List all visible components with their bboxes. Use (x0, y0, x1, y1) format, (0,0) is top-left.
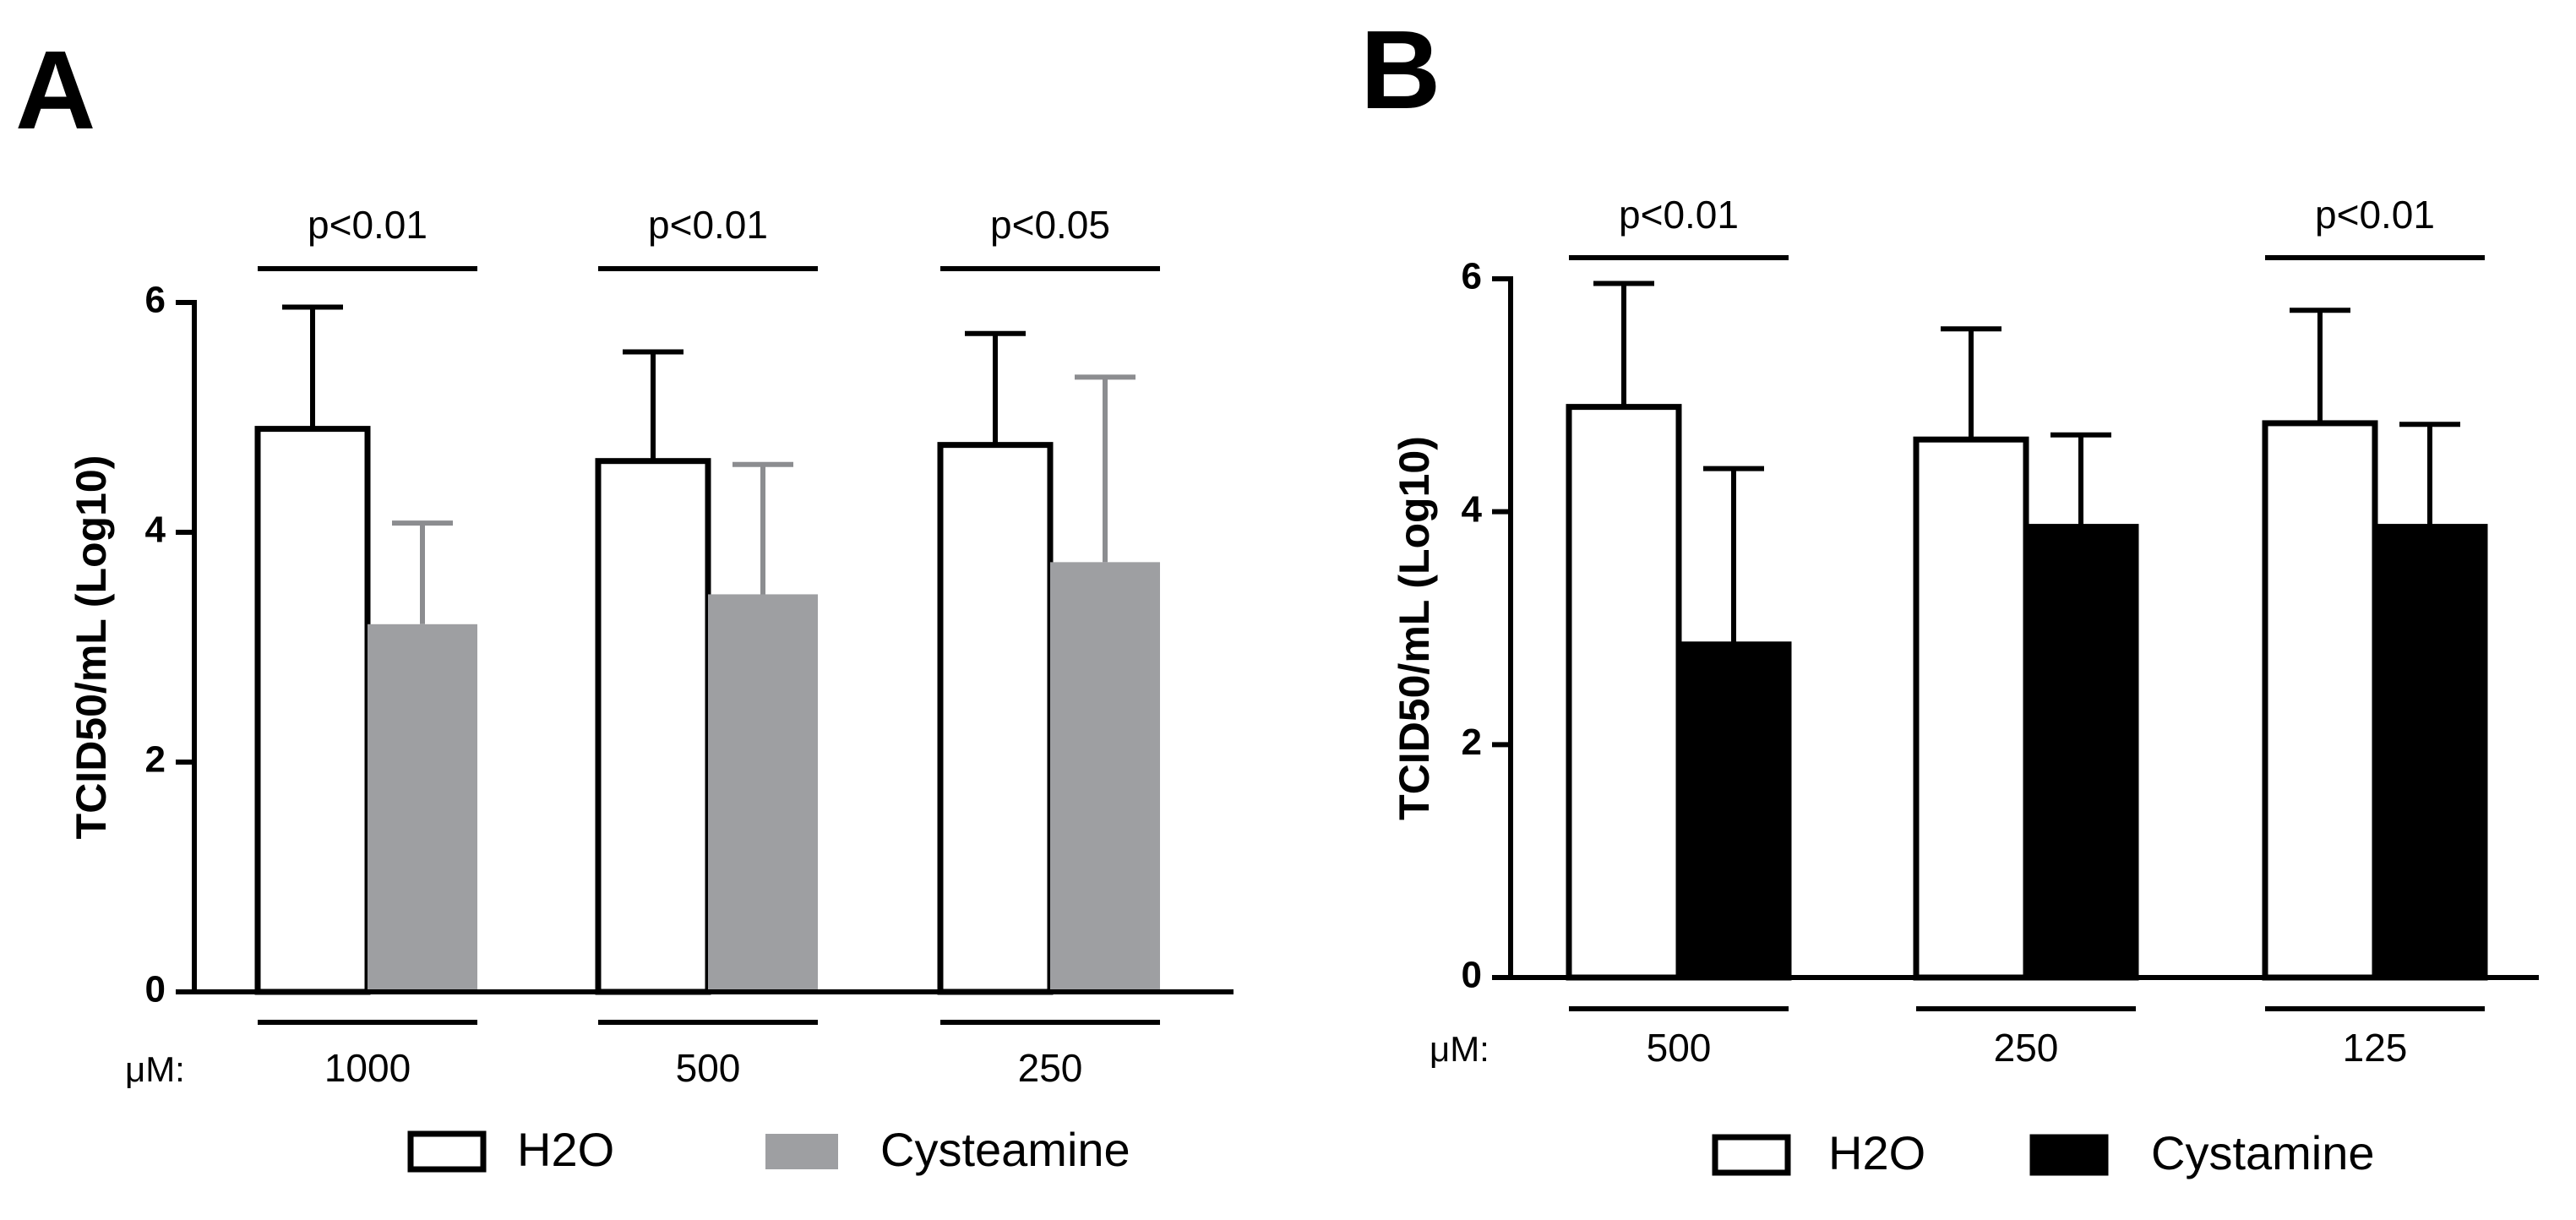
legend-swatch-h2o (1712, 1134, 1791, 1176)
bar-h2o-1000 (254, 426, 371, 995)
y-tick-label: 6 (145, 280, 166, 321)
unit-label: μM: (1430, 1029, 1490, 1069)
y-axis-label: TCID50/mL (Log10) (68, 455, 115, 840)
chart-panel-a: A TCID50/mL (Log10) 0 2 4 6 1000 p<0.01 500 p<0.0… (15, 28, 1234, 1176)
category-label: 125 (2343, 1026, 2408, 1070)
legend-swatch-cysteamine (765, 1134, 838, 1169)
panel-label: B (1360, 8, 1440, 132)
y-tick-label: 0 (1462, 955, 1482, 996)
category-label: 250 (1994, 1026, 2059, 1070)
y-tick-label: 6 (1462, 256, 1482, 297)
bar-h2o-250 (1913, 436, 2029, 981)
y-tick-label: 0 (145, 969, 166, 1010)
chart-panel-b: B TCID50/mL (Log10) 0 2 4 6 500 p<0.01 250 125 p<0… (1360, 8, 2539, 1179)
legend-label-h2o: H2O (1828, 1126, 1925, 1179)
significance-label: p<0.01 (648, 203, 768, 247)
category-label: 500 (1647, 1026, 1712, 1070)
bar-cystamine-125 (2372, 524, 2488, 981)
bar-h2o-500 (1566, 404, 1682, 981)
legend-swatch-cystamine (2029, 1134, 2109, 1176)
panel-label: A (15, 28, 95, 152)
significance-label: p<0.05 (990, 203, 1110, 247)
category-label: 1000 (324, 1046, 411, 1090)
bar-cystamine-500 (1675, 641, 1792, 981)
bar-cysteamine-250 (1050, 562, 1160, 992)
y-tick-label: 4 (145, 509, 166, 551)
significance-label: p<0.01 (308, 203, 428, 247)
legend-swatch-h2o (407, 1130, 487, 1173)
category-label: 500 (676, 1046, 741, 1090)
y-tick-label: 2 (1462, 722, 1482, 763)
category-label: 250 (1018, 1046, 1083, 1090)
bar-cystamine-250 (2023, 524, 2139, 981)
bar-cysteamine-500 (708, 594, 818, 992)
significance-label: p<0.01 (2315, 193, 2435, 237)
bar-cysteamine-1000 (368, 624, 477, 992)
y-tick-label: 2 (145, 739, 166, 781)
y-axis-label: TCID50/mL (Log10) (1391, 436, 1438, 820)
bar-h2o-250 (937, 442, 1054, 995)
significance-label: p<0.01 (1619, 193, 1739, 237)
legend-label-cystamine: Cystamine (2151, 1126, 2375, 1179)
legend-label-cysteamine: Cysteamine (880, 1123, 1130, 1176)
legend-label-h2o: H2O (517, 1123, 614, 1176)
unit-label: μM: (125, 1049, 185, 1089)
bar-h2o-125 (2262, 420, 2378, 981)
y-tick-label: 4 (1462, 488, 1483, 530)
bar-h2o-500 (595, 458, 711, 995)
